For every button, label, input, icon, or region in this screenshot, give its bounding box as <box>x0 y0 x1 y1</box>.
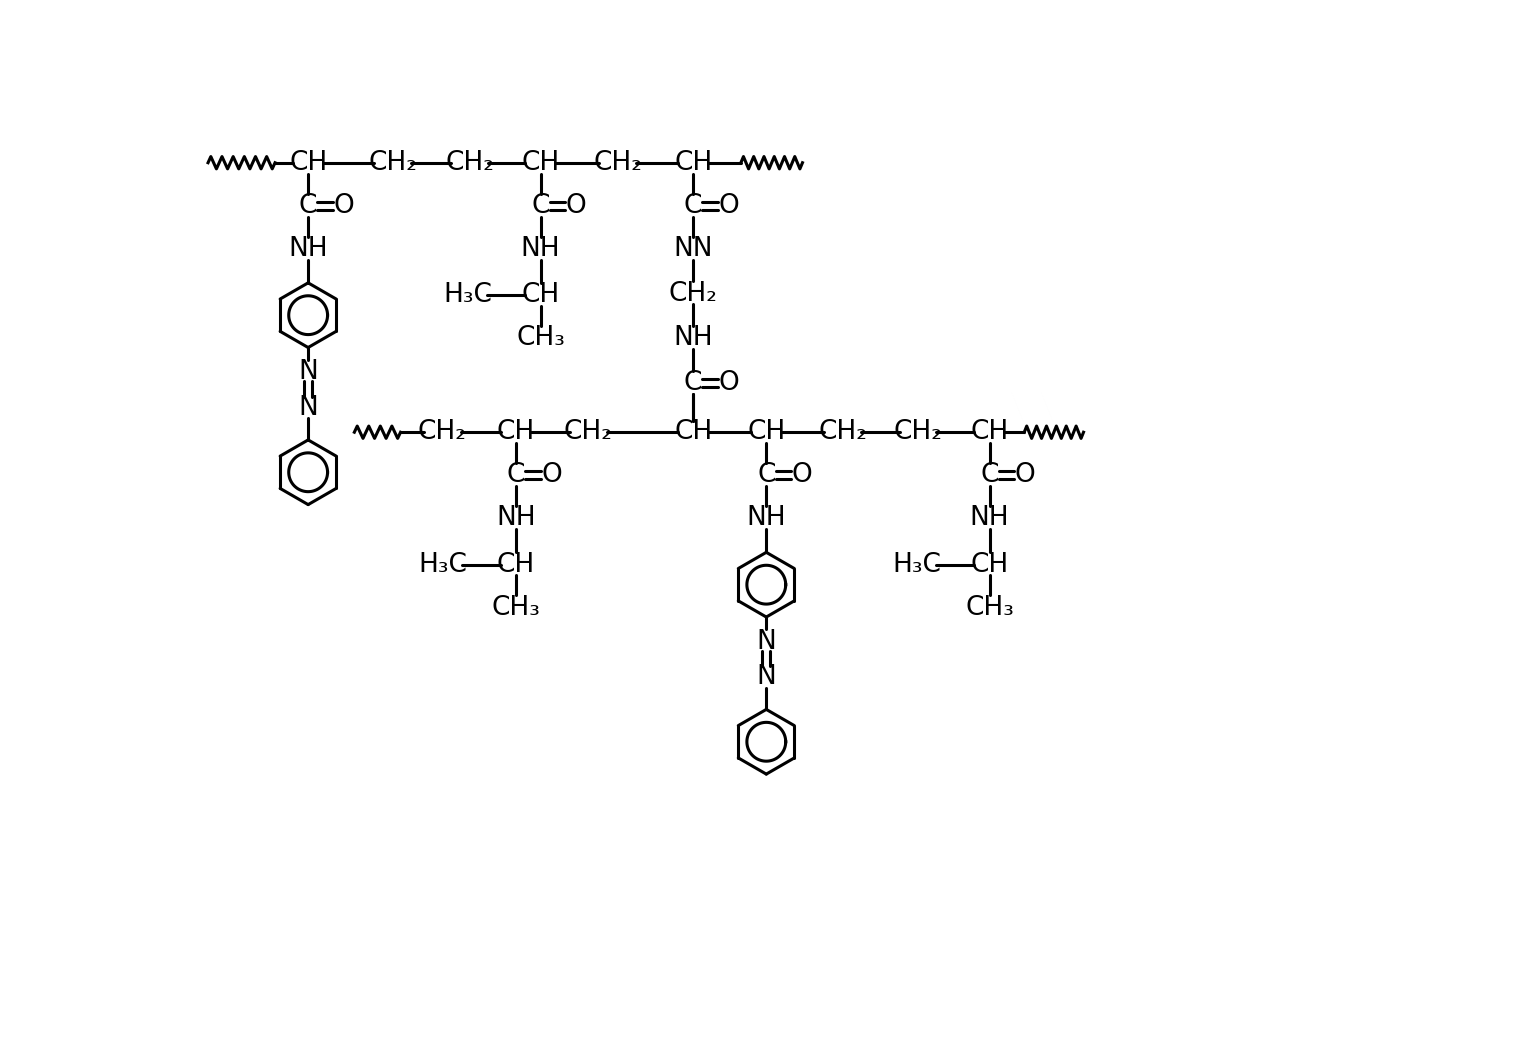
Text: CH: CH <box>521 150 560 176</box>
Text: C: C <box>684 370 702 396</box>
Text: H₃C: H₃C <box>892 551 941 577</box>
Text: CH: CH <box>970 419 1008 445</box>
Text: C: C <box>532 193 550 219</box>
Text: O: O <box>334 193 353 219</box>
Text: O: O <box>719 370 739 396</box>
Text: H₃C: H₃C <box>443 282 492 308</box>
Text: CH: CH <box>521 282 560 308</box>
Text: CH: CH <box>289 150 327 176</box>
Text: O: O <box>565 193 586 219</box>
Text: NH: NH <box>746 505 786 531</box>
Text: CH: CH <box>970 551 1008 577</box>
Text: C: C <box>684 193 702 219</box>
Text: NN: NN <box>673 236 713 262</box>
Text: CH₂: CH₂ <box>417 419 466 445</box>
Text: H₃C: H₃C <box>419 551 468 577</box>
Text: CH₂: CH₂ <box>669 281 717 307</box>
Text: CH: CH <box>675 150 713 176</box>
Text: CH₃: CH₃ <box>966 595 1014 620</box>
Text: NH: NH <box>521 236 560 262</box>
Text: CH₂: CH₂ <box>594 150 643 176</box>
Text: C: C <box>299 193 317 219</box>
Text: CH: CH <box>496 419 535 445</box>
Text: O: O <box>541 462 562 488</box>
Text: N: N <box>757 629 777 655</box>
Text: C: C <box>981 462 999 488</box>
Text: N: N <box>299 395 318 420</box>
Text: C: C <box>757 462 775 488</box>
Text: CH₂: CH₂ <box>445 150 495 176</box>
Text: CH: CH <box>748 419 786 445</box>
Text: CH: CH <box>675 419 713 445</box>
Text: N: N <box>757 664 777 690</box>
Text: CH₂: CH₂ <box>894 419 943 445</box>
Text: O: O <box>1014 462 1036 488</box>
Text: NH: NH <box>496 505 536 531</box>
Text: O: O <box>792 462 812 488</box>
Text: CH₃: CH₃ <box>516 325 565 351</box>
Text: N: N <box>299 359 318 386</box>
Text: CH: CH <box>496 551 535 577</box>
Text: CH₂: CH₂ <box>564 419 612 445</box>
Text: NH: NH <box>288 236 327 262</box>
Text: NH: NH <box>673 325 713 351</box>
Text: NH: NH <box>970 505 1010 531</box>
Text: CH₂: CH₂ <box>818 419 867 445</box>
Text: O: O <box>719 193 739 219</box>
Text: C: C <box>507 462 525 488</box>
Text: CH₃: CH₃ <box>492 595 541 620</box>
Text: CH₂: CH₂ <box>369 150 417 176</box>
